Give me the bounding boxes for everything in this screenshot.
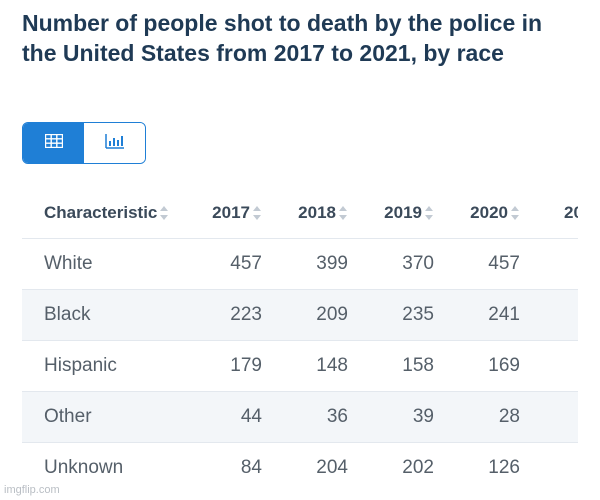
table-cell: 158: [402, 354, 434, 376]
column-header-2017[interactable]: 2017: [174, 188, 262, 238]
column-header-2018[interactable]: 2018: [262, 188, 348, 238]
table-cell: 179: [230, 354, 262, 376]
table-row: Unknown 84 204 202 126: [22, 442, 578, 488]
column-header-label: 20: [564, 203, 578, 222]
table-cell: 202: [402, 456, 434, 478]
table-cell-clipped: [520, 340, 578, 391]
table-row: Other 44 36 39 28: [22, 391, 578, 442]
table-row: Hispanic 179 148 158 169: [22, 340, 578, 391]
page-title: Number of people shot to death by the po…: [22, 10, 543, 66]
column-header-label: Characteristic: [44, 203, 158, 222]
table-cell-clipped: [520, 391, 578, 442]
table-cell: 457: [488, 252, 520, 274]
column-header-2021[interactable]: 20: [520, 188, 578, 238]
column-header-label: 2017: [212, 203, 250, 222]
sort-icon: [425, 206, 434, 220]
table-cell: 36: [326, 405, 348, 427]
view-toggle: [22, 122, 146, 164]
watermark: imgflip.com: [4, 484, 60, 496]
column-header-label: 2018: [298, 203, 336, 222]
column-header-label: 2019: [384, 203, 422, 222]
table-cell: 148: [316, 354, 348, 376]
table-cell: 126: [488, 456, 520, 478]
column-header-2020[interactable]: 2020: [434, 188, 520, 238]
sort-icon: [339, 206, 348, 220]
row-label: White: [44, 252, 93, 274]
table-cell: 204: [316, 456, 348, 478]
table-cell: 44: [240, 405, 262, 427]
chart-view-button[interactable]: [84, 123, 145, 163]
row-label: Other: [44, 405, 92, 427]
table-cell: 235: [402, 303, 434, 325]
table-row: White 457 399 370 457: [22, 238, 578, 289]
table-grid-icon: [44, 133, 63, 153]
row-label: Unknown: [44, 456, 124, 478]
sort-icon: [253, 206, 262, 220]
table-cell: 370: [402, 252, 434, 274]
bar-chart-icon: [104, 133, 125, 154]
table-header-row: Characteristic 2017 2018 2019 2020 20: [22, 188, 578, 238]
column-header-label: 2020: [470, 203, 508, 222]
table-row: Black 223 209 235 241: [22, 289, 578, 340]
data-table-container[interactable]: Characteristic 2017 2018 2019 2020 20: [22, 188, 578, 488]
table-cell: 223: [230, 303, 262, 325]
table-cell-clipped: [520, 289, 578, 340]
table-cell: 457: [230, 252, 262, 274]
column-header-2019[interactable]: 2019: [348, 188, 434, 238]
table-cell: 84: [240, 456, 262, 478]
row-label: Hispanic: [44, 354, 117, 376]
sort-icon: [511, 206, 520, 220]
column-header-characteristic[interactable]: Characteristic: [22, 188, 174, 238]
sort-icon: [160, 206, 169, 220]
table-cell: 209: [316, 303, 348, 325]
table-cell-clipped: [520, 442, 578, 488]
data-table: Characteristic 2017 2018 2019 2020 20: [22, 188, 578, 488]
table-cell: 39: [412, 405, 434, 427]
table-view-button[interactable]: [23, 123, 84, 163]
row-label: Black: [44, 303, 91, 325]
table-cell: 169: [488, 354, 520, 376]
table-cell: 399: [316, 252, 348, 274]
table-cell: 241: [488, 303, 520, 325]
table-cell-clipped: [520, 238, 578, 289]
table-cell: 28: [498, 405, 520, 427]
